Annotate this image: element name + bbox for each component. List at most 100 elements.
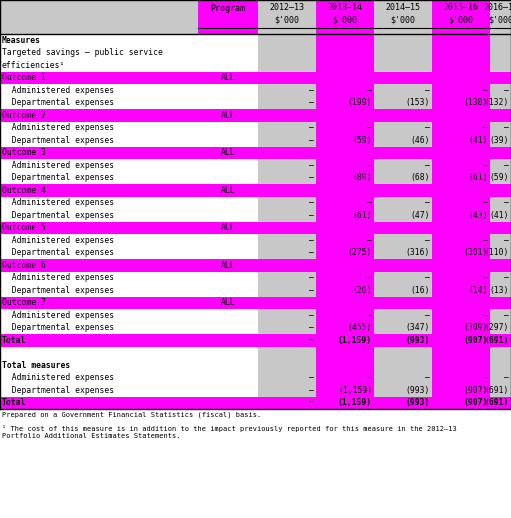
Bar — [0, 84, 198, 96]
Text: –: – — [425, 274, 430, 282]
Bar — [0, 184, 198, 196]
Text: –: – — [504, 123, 509, 133]
Bar — [374, 396, 432, 409]
Text: Departmental expenses: Departmental expenses — [2, 248, 114, 257]
Bar — [432, 284, 490, 296]
Text: (132): (132) — [484, 98, 509, 107]
Text: (691): (691) — [484, 398, 509, 407]
Text: –: – — [367, 198, 372, 207]
Text: –: – — [309, 323, 314, 333]
Text: 2014–15: 2014–15 — [385, 3, 421, 12]
Bar — [374, 196, 432, 209]
Text: –: – — [425, 373, 430, 382]
Text: Administered expenses: Administered expenses — [2, 161, 114, 170]
Bar — [258, 171, 316, 184]
Bar — [432, 147, 490, 159]
Text: –: – — [504, 311, 509, 320]
Bar — [0, 134, 198, 147]
Bar — [490, 209, 511, 222]
Text: ALL: ALL — [221, 186, 235, 195]
Bar — [490, 0, 511, 34]
Text: $'000: $'000 — [333, 15, 358, 24]
Bar — [258, 371, 316, 384]
Bar — [0, 359, 198, 371]
Text: $'000: $'000 — [449, 15, 474, 24]
Bar — [198, 234, 258, 247]
Text: –: – — [483, 311, 488, 320]
Bar — [490, 359, 511, 371]
Bar — [432, 222, 490, 234]
Text: –: – — [425, 198, 430, 207]
Bar — [258, 296, 316, 309]
Bar — [258, 84, 316, 96]
Bar — [490, 71, 511, 84]
Text: (59): (59) — [490, 174, 509, 182]
Bar — [432, 109, 490, 122]
Text: Departmental expenses: Departmental expenses — [2, 174, 114, 182]
Text: ALL: ALL — [221, 223, 235, 233]
Text: (347): (347) — [406, 323, 430, 333]
Bar — [490, 271, 511, 284]
Text: (199): (199) — [347, 98, 372, 107]
Bar — [432, 247, 490, 259]
Bar — [490, 222, 511, 234]
Text: –: – — [425, 311, 430, 320]
Bar — [316, 122, 374, 134]
Text: –: – — [309, 236, 314, 245]
Bar — [0, 109, 198, 122]
Bar — [0, 34, 198, 47]
Bar — [316, 347, 374, 359]
Bar — [316, 134, 374, 147]
Bar — [490, 96, 511, 109]
Bar — [316, 171, 374, 184]
Text: (691): (691) — [484, 336, 509, 345]
Bar — [490, 347, 511, 359]
Bar — [490, 284, 511, 296]
Bar — [0, 347, 198, 359]
Text: Outcome 5: Outcome 5 — [2, 223, 46, 233]
Text: (138): (138) — [463, 98, 488, 107]
Text: (153): (153) — [406, 98, 430, 107]
Bar — [374, 96, 432, 109]
Bar — [258, 184, 316, 196]
Bar — [432, 134, 490, 147]
Text: –: – — [504, 198, 509, 207]
Bar — [258, 71, 316, 84]
Text: Outcome 7: Outcome 7 — [2, 298, 46, 307]
Text: $'000: $'000 — [274, 15, 299, 24]
Bar — [258, 0, 316, 34]
Bar — [374, 334, 432, 347]
Bar — [374, 171, 432, 184]
Text: (993): (993) — [406, 398, 430, 407]
Text: (39): (39) — [490, 136, 509, 145]
Bar — [432, 159, 490, 171]
Text: ALL: ALL — [221, 148, 235, 157]
Bar — [316, 359, 374, 371]
Bar — [374, 209, 432, 222]
Bar — [316, 159, 374, 171]
Text: Departmental expenses: Departmental expenses — [2, 98, 114, 107]
Bar — [374, 59, 432, 71]
Text: Departmental expenses: Departmental expenses — [2, 211, 114, 220]
Bar — [490, 384, 511, 396]
Text: (993): (993) — [406, 386, 430, 395]
Bar — [198, 334, 258, 347]
Bar — [432, 47, 490, 59]
Text: $'000: $'000 — [488, 15, 511, 24]
Bar — [490, 296, 511, 309]
Bar — [432, 234, 490, 247]
Bar — [374, 47, 432, 59]
Bar — [374, 147, 432, 159]
Bar — [198, 359, 258, 371]
Bar — [0, 0, 198, 34]
Bar — [258, 347, 316, 359]
Bar — [198, 209, 258, 222]
Text: 2015–16: 2015–16 — [444, 3, 478, 12]
Bar — [490, 247, 511, 259]
Bar — [490, 309, 511, 322]
Text: ALL: ALL — [221, 74, 235, 82]
Text: (907): (907) — [463, 386, 488, 395]
Text: –: – — [504, 274, 509, 282]
Text: 2016–17: 2016–17 — [483, 3, 511, 12]
Text: Outcome 6: Outcome 6 — [2, 261, 46, 270]
